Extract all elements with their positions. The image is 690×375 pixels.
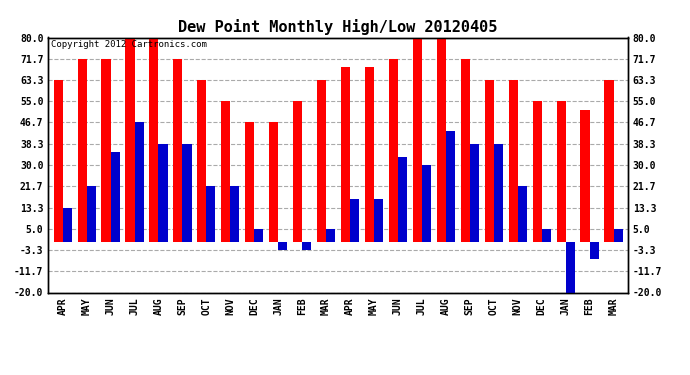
Bar: [446, 131, 455, 242]
Bar: [245, 122, 255, 242]
Bar: [63, 208, 72, 242]
Bar: [126, 38, 135, 242]
Bar: [278, 242, 287, 250]
Bar: [542, 229, 551, 242]
Bar: [101, 58, 110, 242]
Bar: [302, 242, 311, 250]
Bar: [494, 144, 503, 242]
Bar: [255, 229, 264, 242]
Bar: [470, 144, 479, 242]
Bar: [518, 186, 527, 242]
Bar: [557, 101, 566, 242]
Bar: [374, 199, 383, 242]
Bar: [182, 144, 192, 242]
Bar: [437, 38, 446, 242]
Bar: [589, 242, 599, 259]
Bar: [173, 58, 182, 242]
Bar: [365, 68, 374, 242]
Bar: [413, 38, 422, 242]
Bar: [293, 101, 302, 242]
Bar: [350, 199, 359, 242]
Bar: [269, 122, 278, 242]
Bar: [389, 58, 398, 242]
Text: Copyright 2012 Cartronics.com: Copyright 2012 Cartronics.com: [51, 40, 207, 49]
Bar: [110, 152, 119, 242]
Bar: [533, 101, 542, 242]
Bar: [398, 157, 407, 242]
Title: Dew Point Monthly High/Low 20120405: Dew Point Monthly High/Low 20120405: [179, 19, 497, 35]
Bar: [509, 80, 518, 242]
Bar: [461, 58, 470, 242]
Bar: [604, 80, 613, 242]
Bar: [221, 101, 230, 242]
Bar: [484, 80, 494, 242]
Bar: [422, 165, 431, 242]
Bar: [197, 80, 206, 242]
Bar: [206, 186, 215, 242]
Bar: [230, 186, 239, 242]
Bar: [613, 229, 622, 242]
Bar: [77, 58, 87, 242]
Bar: [317, 80, 326, 242]
Bar: [87, 186, 96, 242]
Bar: [341, 68, 350, 242]
Bar: [54, 80, 63, 242]
Bar: [135, 122, 144, 242]
Bar: [159, 144, 168, 242]
Bar: [149, 38, 159, 242]
Bar: [580, 110, 589, 242]
Bar: [566, 242, 575, 292]
Bar: [326, 229, 335, 242]
